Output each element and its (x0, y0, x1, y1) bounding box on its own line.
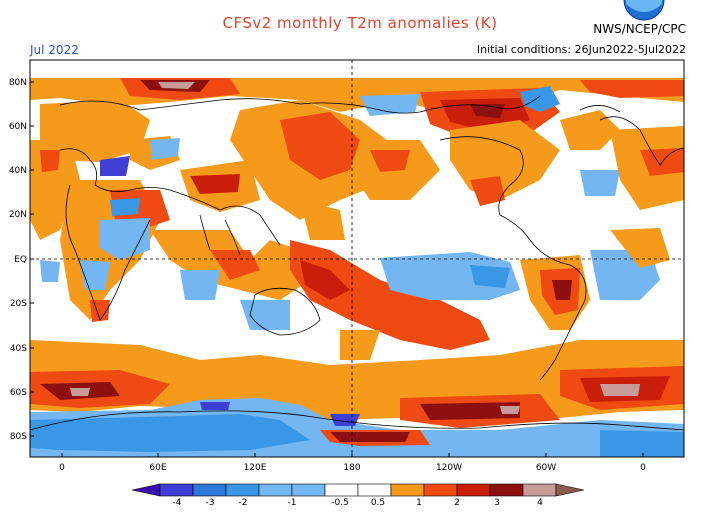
colorbar-label: -1 (288, 498, 297, 508)
colorbar-p4-5 (522, 483, 557, 497)
lon-tick-label: 120E (244, 463, 267, 473)
lat-tick-label: 20S (10, 299, 27, 309)
lon-tick-label: 60W (536, 463, 556, 473)
colorbar-neutral (324, 483, 359, 497)
colorbar-label: -0.5 (331, 498, 349, 508)
colorbar-p1-2 (423, 483, 458, 497)
forecast-month: Jul 2022 (30, 43, 79, 57)
chart-title: CFSv2 monthly T2m anomalies (K) (222, 14, 498, 32)
noaa-logo-icon (622, 0, 666, 22)
lat-tick-label: 20N (9, 210, 27, 220)
colorbar-p2-3 (456, 483, 491, 497)
lat-tick-label: 60N (9, 122, 27, 132)
lat-tick-label: 80N (9, 78, 27, 88)
colorbar-label: -3 (206, 498, 215, 508)
lon-tick-label: 120W (436, 463, 462, 473)
colorbar-label: -2 (239, 498, 248, 508)
lon-tick-label: 180 (343, 463, 360, 473)
lon-tick-label: 0 (59, 463, 65, 473)
lon-tick-label: 0 (640, 463, 646, 473)
colorbar-label: 3 (494, 498, 500, 508)
colorbar-neg4-neg3 (159, 483, 194, 497)
agency-label: NWS/NCEP/CPC (593, 22, 686, 36)
lon-tick-label: 60E (149, 463, 166, 473)
lat-tick-label: 60S (10, 388, 27, 398)
anomaly-field (30, 60, 684, 457)
lat-tick-label: EQ (14, 255, 27, 265)
colorbar-lt-neg4 (131, 483, 161, 497)
colorbar-label: 1 (416, 498, 422, 508)
colorbar-p05-1 (390, 483, 425, 497)
colorbar-label: 2 (454, 498, 460, 508)
lon-axis: 0 60E 120E 180 120W 60W 0 (59, 453, 646, 473)
lat-tick-label: 40S (10, 344, 27, 354)
coastlines (30, 95, 684, 431)
colorbar-label: 4 (537, 498, 543, 508)
colorbar-label: -4 (173, 498, 182, 508)
colorbar-neg2-neg1 (225, 483, 260, 497)
lat-tick-label: 40N (9, 166, 27, 176)
color-bar: -4 -3 -2 -1 -0.5 0.5 1 2 3 4 (131, 483, 585, 508)
colorbar-neg1-neg05 (258, 483, 293, 497)
colorbar-neutral (357, 483, 392, 497)
colorbar-gt5 (555, 483, 585, 497)
lat-tick-label: 80S (10, 432, 27, 442)
colorbar-neg1-neg05 (291, 483, 326, 497)
colorbar-label: 0.5 (371, 498, 385, 508)
colorbar-p3-4 (489, 483, 524, 497)
colorbar-neg3-neg2 (192, 483, 227, 497)
initial-conditions: Initial conditions: 26Jun2022-5Jul2022 (476, 43, 686, 56)
lat-axis: 80N 60N 40N 20N EQ 20S 40S 60S 80S (9, 78, 34, 442)
